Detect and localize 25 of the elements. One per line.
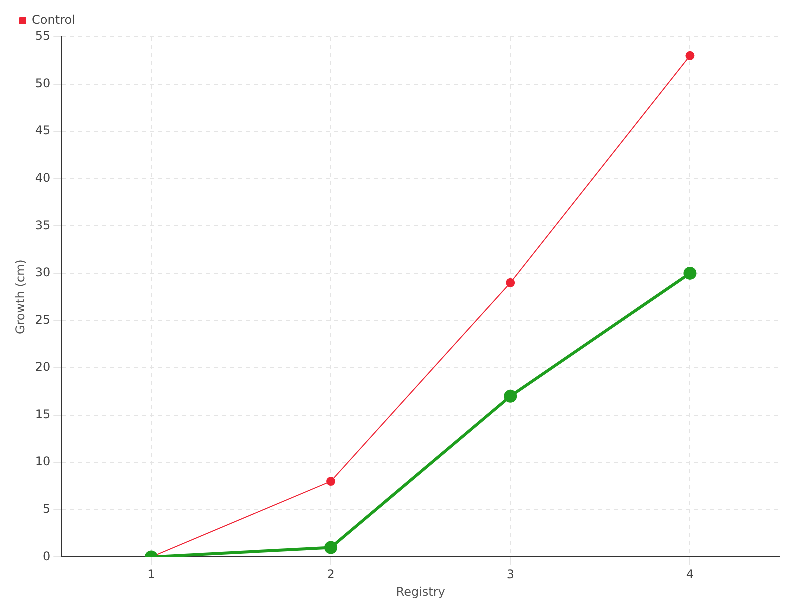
point [324, 541, 338, 554]
y-tick-label: 55 [35, 29, 51, 44]
y-tick-label: 35 [35, 218, 51, 232]
y-tick-label: 0 [43, 549, 51, 564]
x-tick-label: 2 [327, 568, 335, 582]
point [326, 477, 336, 486]
x-tick-label: 3 [506, 568, 514, 582]
point [686, 51, 695, 60]
x-axis-title: Registry [396, 584, 446, 599]
y-tick-label: 10 [35, 454, 51, 469]
point [506, 278, 516, 288]
y-tick-label: 50 [35, 76, 51, 90]
point [684, 266, 697, 280]
point [504, 390, 518, 403]
y-tick-label: 30 [35, 266, 51, 280]
x-tick-label: 1 [148, 568, 156, 582]
y-tick-label: 45 [35, 124, 51, 138]
y-tick-label: 15 [35, 407, 51, 422]
y-axis-title: Growth (cm) [13, 260, 28, 335]
x-tick-label: 4 [686, 568, 694, 582]
y-tick-label: 5 [43, 502, 51, 516]
y-tick-label: 40 [35, 171, 51, 185]
y-tick-label: 25 [35, 312, 51, 327]
y-tick-label: 20 [35, 360, 51, 374]
legend-label: Control [32, 13, 76, 28]
